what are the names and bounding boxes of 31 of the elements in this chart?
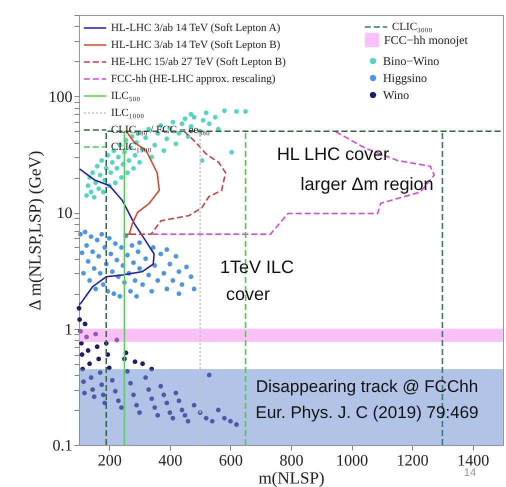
legend-label: FCC−hh monojet — [384, 33, 468, 47]
y-tick-label: 100 — [48, 88, 72, 106]
x-tick-label: 200 — [98, 452, 122, 470]
x-tick-label: 1200 — [396, 452, 429, 470]
x-tick-label: 400 — [158, 452, 182, 470]
annotation: Eur. Phys. J. C (2019) 79:469 — [255, 403, 479, 422]
y-tick-label: 10 — [56, 205, 72, 222]
annotation: cover — [226, 284, 270, 304]
legend-label: CLIC₃₀₀₀ — [392, 21, 433, 33]
legend-label: ILC₅₀₀ — [111, 90, 140, 102]
annotation: Disappearing track @ FCChh — [256, 377, 478, 396]
x-tick-label: 1400 — [457, 452, 490, 470]
legend-label: Bino−Wino — [383, 54, 440, 68]
x-axis-title: m(NLSP) — [258, 468, 325, 487]
x-tick-label: 1000 — [336, 452, 368, 470]
annotation: larger Δm region — [300, 174, 434, 194]
x-tick-label: 800 — [280, 452, 304, 470]
y-axis-title: Δ m(NLSP,LSP) (GeV) — [26, 150, 44, 310]
legend-label: FCC-hh (HE-LHC approx. rescaling) — [111, 73, 276, 85]
legend-label: HE-LHC 15/ab 27 TeV (Soft Lepton B) — [111, 56, 286, 68]
legend-label: Higgsino — [383, 71, 428, 85]
legend-label: HL-LHC 3/ab 14 TeV (Soft Lepton B) — [111, 39, 281, 51]
legend-label: Wino — [383, 88, 410, 102]
legend-label: ILC₁₀₀₀ — [111, 107, 144, 119]
y-tick-label: 0.1 — [52, 438, 72, 454]
annotation: HL LHC cover — [276, 144, 390, 164]
annotation: 1TeV ILC — [220, 257, 294, 277]
x-tick-label: 600 — [218, 452, 243, 470]
y-tick-label: 1 — [64, 321, 72, 338]
text: 14 — [464, 467, 476, 479]
legend-label: HL-LHC 3/ab 14 TeV (Soft Lepton A) — [111, 22, 281, 34]
